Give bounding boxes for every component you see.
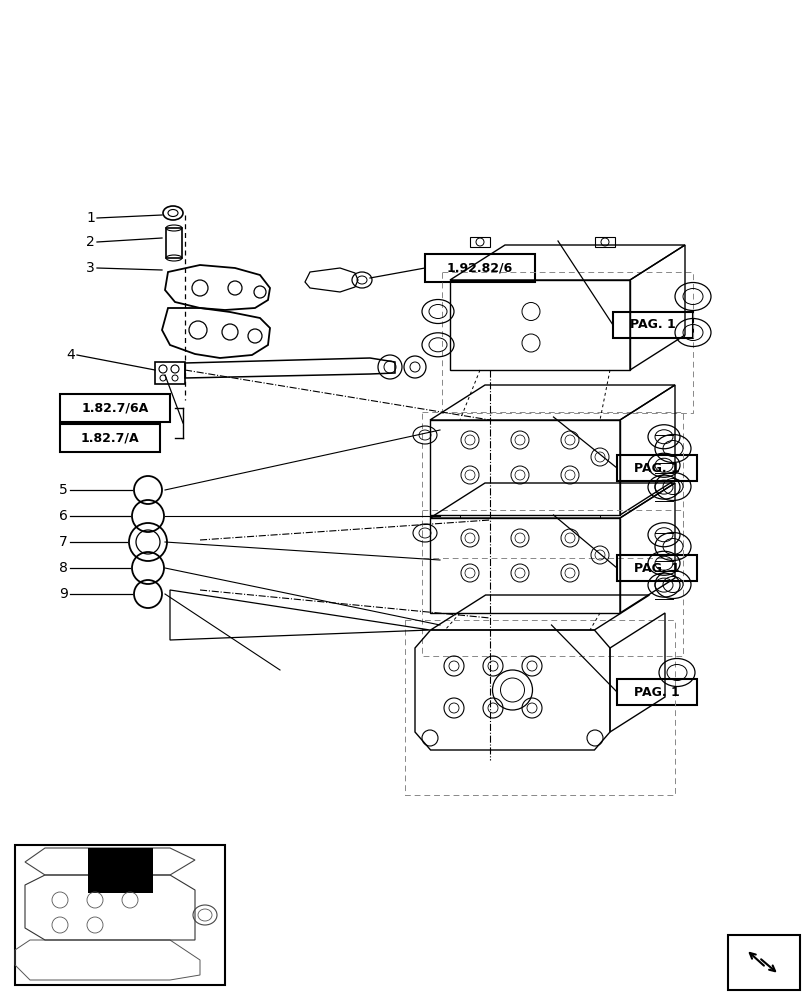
Bar: [612, 312, 692, 338]
Bar: [88, 848, 152, 893]
Bar: [165, 228, 182, 258]
Bar: [594, 237, 614, 247]
Text: 6: 6: [59, 509, 68, 523]
Text: 8: 8: [59, 561, 68, 575]
Text: 3: 3: [86, 261, 95, 275]
Bar: [727, 935, 799, 990]
Text: 1.82.7/A: 1.82.7/A: [80, 432, 139, 444]
Bar: [422, 510, 682, 656]
Text: 9: 9: [59, 587, 68, 601]
Text: 5: 5: [59, 483, 68, 497]
Bar: [60, 394, 169, 422]
Bar: [60, 424, 160, 452]
Bar: [422, 412, 682, 558]
Text: 1.82.7/6A: 1.82.7/6A: [81, 401, 148, 414]
Bar: [616, 455, 696, 481]
Text: 1: 1: [86, 211, 95, 225]
Bar: [616, 555, 696, 581]
Text: 2: 2: [86, 235, 95, 249]
Bar: [616, 679, 696, 705]
Text: 1.92.82/6: 1.92.82/6: [446, 261, 513, 274]
Text: PAG. 1: PAG. 1: [633, 462, 679, 475]
Text: 4: 4: [67, 348, 75, 362]
Bar: [405, 620, 674, 795]
Text: PAG. 1: PAG. 1: [633, 686, 679, 698]
Bar: [155, 362, 185, 384]
Bar: [424, 254, 534, 282]
Bar: [470, 237, 489, 247]
Bar: [441, 272, 692, 413]
Text: PAG. 1: PAG. 1: [629, 318, 675, 332]
Text: 7: 7: [59, 535, 68, 549]
Bar: [15, 845, 225, 985]
Text: PAG. 1: PAG. 1: [633, 562, 679, 574]
